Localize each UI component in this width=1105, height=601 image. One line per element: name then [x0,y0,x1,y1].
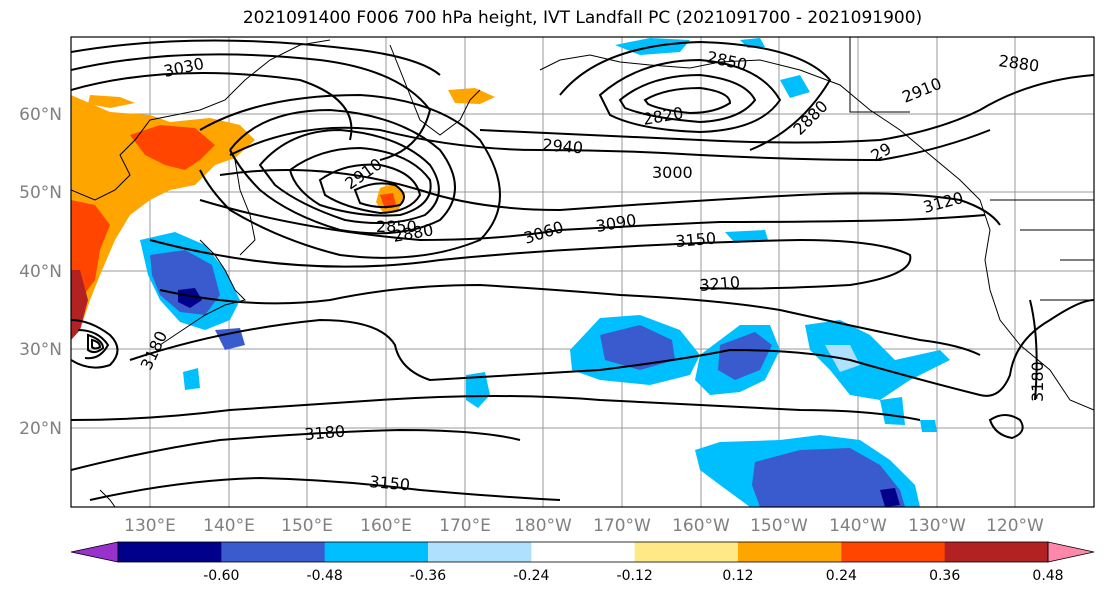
contour-label: 3210 [699,273,741,295]
colorbar: -0.60 -0.48 -0.36 -0.24 -0.12 0.12 0.24 0.36 0.4… [70,541,1095,584]
contour-label: 3000 [652,163,693,182]
lat-label: 60°N [19,105,62,125]
colorbar-segment [221,542,326,562]
contour-label: 3150 [369,472,411,494]
colorbar-tick-label: 0.36 [929,568,960,584]
contour-label: 2850 [376,217,417,236]
colorbar-border [117,541,1049,563]
lon-label: 150°E [281,516,333,536]
colorbar-tick-label: -0.24 [513,568,549,584]
lon-label: 170°E [439,516,491,536]
colorbar-segment [531,542,636,562]
colorbar-tick-label: 0.12 [722,568,753,584]
negative-ivt-fill [140,38,950,507]
map-border [70,36,1095,508]
lon-label: 150°W [750,516,808,536]
colorbar-tick-label: -0.36 [410,568,446,584]
colorbar-segment [634,542,739,562]
lat-label: 50°N [19,183,62,203]
lon-label: 120°W [986,516,1044,536]
colorbar-segment [428,542,532,562]
colorbar-segment [841,542,946,562]
longitude-labels: 130°E 140°E 150°E 160°E 170°E 180°W 170°… [124,516,1044,536]
lon-label: 130°E [124,516,176,536]
lon-label: 160°W [672,516,730,536]
contour-label: 3150 [675,229,717,251]
coastlines [71,37,1094,507]
positive-ivt-fill [71,88,495,340]
map-title: 2021091400 F006 700 hPa height, IVT Land… [242,8,923,28]
lon-label: 140°E [203,516,255,536]
colorbar-tick-label: 0.24 [826,568,857,584]
colorbar-extend-low [70,541,119,563]
colorbar-segment [944,542,1049,562]
contour-label: 3180 [304,422,346,444]
height-contours [71,39,1094,501]
lon-label: 170°W [593,516,651,536]
lat-label: 20°N [19,419,62,439]
lon-label: 160°E [360,516,412,536]
contour-label: 3180 [1028,361,1047,402]
lat-label: 30°N [19,340,62,360]
contour-label: 2940 [542,135,584,157]
colorbar-tick-label: 0.48 [1032,568,1063,584]
colorbar-segment [118,542,222,562]
colorbar-tick-label: -0.60 [203,568,239,584]
colorbar-segment [324,542,429,562]
colorbar-tick-label: -0.12 [617,568,653,584]
latitude-labels: 60°N 50°N 40°N 30°N 20°N [19,105,62,439]
colorbar-segment [738,542,842,562]
lon-label: 140°W [829,516,887,536]
lon-label: 180°W [514,516,572,536]
colorbar-tick-label: -0.48 [307,568,343,584]
lon-label: 130°W [908,516,966,536]
colorbar-extend-high [1047,541,1095,563]
lat-label: 40°N [19,262,62,282]
